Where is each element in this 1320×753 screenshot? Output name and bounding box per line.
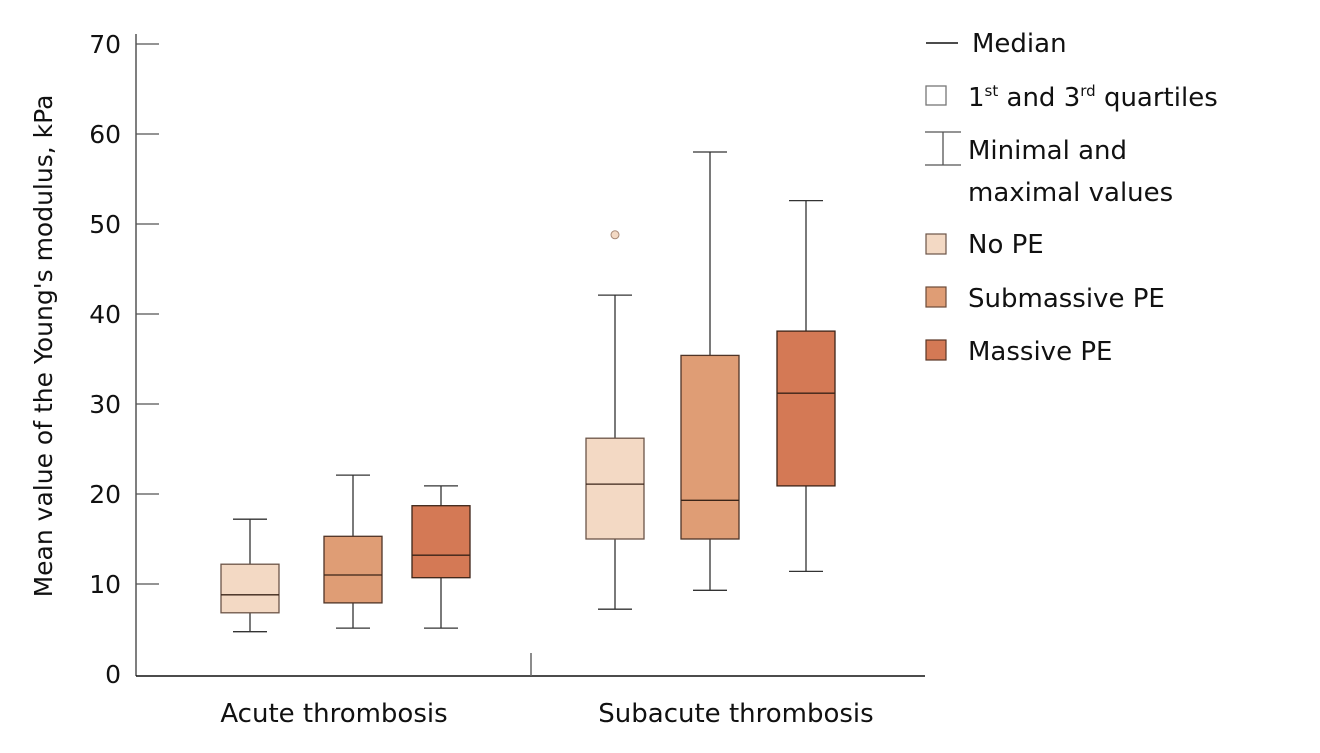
category-label-acute: Acute thrombosis bbox=[220, 699, 447, 729]
legend-item-submassive-pe: Submassive PE bbox=[925, 284, 1165, 314]
box-massive-pe-subacute bbox=[776, 199, 836, 573]
submassive-pe-swatch-icon bbox=[925, 286, 947, 308]
y-tick-label: 50 bbox=[89, 210, 121, 239]
legend-label-median: Median bbox=[972, 29, 1067, 59]
box-massive-pe-acute bbox=[411, 485, 471, 629]
legend-item-no-pe: No PE bbox=[925, 230, 1044, 260]
massive-pe-swatch-icon bbox=[925, 339, 947, 361]
iqr-box bbox=[776, 330, 836, 487]
y-ticks: 0 10 20 30 40 50 60 70 bbox=[89, 30, 159, 689]
y-tick-label: 60 bbox=[89, 120, 121, 149]
y-axis-label: Mean value of the Young's modulus, kPa bbox=[29, 95, 58, 598]
legend-label-whisker-line2: maximal values bbox=[968, 178, 1173, 208]
quartile-box-icon bbox=[925, 85, 947, 106]
boxes-group bbox=[220, 151, 836, 633]
iqr-box bbox=[585, 437, 645, 540]
legend-label-quartiles: 1st and 3rd quartiles bbox=[968, 82, 1218, 113]
y-tick-label: 40 bbox=[89, 300, 121, 329]
y-tick-label: 30 bbox=[89, 390, 121, 419]
legend-item-quartiles: 1st and 3rd quartiles bbox=[925, 82, 1218, 113]
y-tick-label: 0 bbox=[105, 660, 121, 689]
iqr-box bbox=[411, 505, 471, 579]
iqr-box bbox=[220, 563, 280, 614]
y-tick-label: 10 bbox=[89, 570, 121, 599]
box-no-pe-subacute bbox=[585, 230, 645, 610]
legend: Median 1st and 3rd quartiles Minimal and… bbox=[925, 29, 1218, 367]
no-pe-swatch-icon bbox=[925, 233, 947, 255]
box-no-pe-acute bbox=[220, 518, 280, 633]
legend-label-whisker-line1: Minimal and bbox=[968, 136, 1127, 166]
outlier-point bbox=[610, 230, 620, 240]
legend-item-massive-pe: Massive PE bbox=[925, 337, 1112, 367]
iqr-box bbox=[323, 535, 383, 604]
legend-label-massive-pe: Massive PE bbox=[968, 337, 1112, 367]
legend-label-submassive-pe: Submassive PE bbox=[968, 284, 1165, 314]
whisker-icon bbox=[925, 131, 961, 166]
iqr-box bbox=[680, 354, 740, 540]
category-label-subacute: Subacute thrombosis bbox=[598, 699, 873, 729]
box-submassive-pe-subacute bbox=[680, 151, 740, 591]
y-tick-label: 20 bbox=[89, 480, 121, 509]
box-submassive-pe-acute bbox=[323, 474, 383, 629]
legend-item-whisker: Minimal and maximal values bbox=[925, 131, 1173, 208]
legend-label-no-pe: No PE bbox=[968, 230, 1044, 260]
y-tick-label: 70 bbox=[89, 30, 121, 59]
legend-item-median: Median bbox=[926, 29, 1067, 59]
